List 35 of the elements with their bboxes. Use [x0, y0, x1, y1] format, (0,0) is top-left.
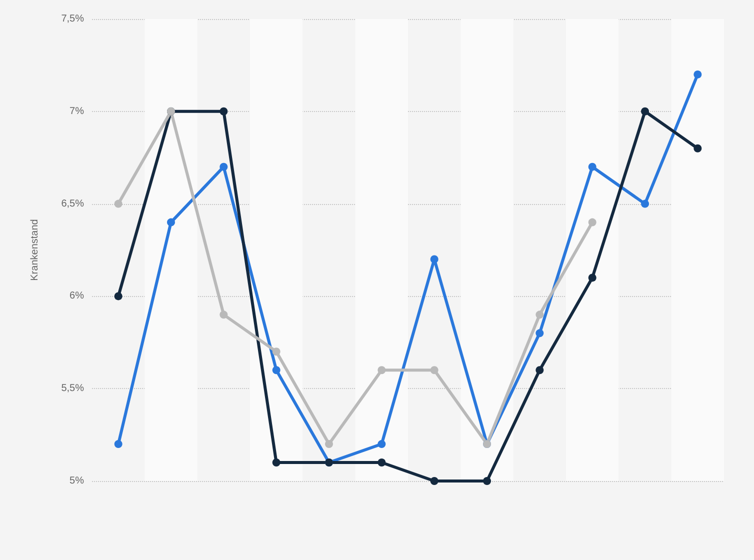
point [378, 458, 386, 467]
point [588, 274, 596, 282]
point [641, 107, 649, 116]
point [588, 162, 596, 171]
point [641, 200, 649, 208]
point [536, 366, 544, 374]
y-tick-label: 5,5% [61, 383, 84, 394]
point [114, 440, 122, 448]
point [220, 107, 228, 116]
point [167, 218, 175, 226]
point [694, 70, 702, 78]
point [220, 310, 228, 319]
point [694, 144, 702, 152]
point [378, 366, 386, 374]
point [483, 477, 491, 485]
point [114, 292, 122, 300]
point [378, 440, 386, 448]
point [536, 329, 544, 338]
point [220, 162, 228, 171]
y-tick-label: 7% [70, 106, 84, 117]
point [430, 477, 438, 485]
y-tick-label: 5% [70, 476, 84, 486]
y-tick-label: 7,5% [61, 14, 84, 24]
y-axis-title: Krankenstand [30, 219, 40, 281]
point [272, 366, 280, 374]
point [430, 366, 438, 374]
point [430, 255, 438, 264]
point [536, 310, 544, 319]
y-tick-label: 6,5% [61, 198, 84, 210]
point [114, 200, 122, 208]
point [272, 458, 280, 467]
point [588, 218, 596, 226]
point [325, 440, 333, 448]
y-tick-label: 6% [70, 290, 84, 302]
point [272, 348, 280, 356]
